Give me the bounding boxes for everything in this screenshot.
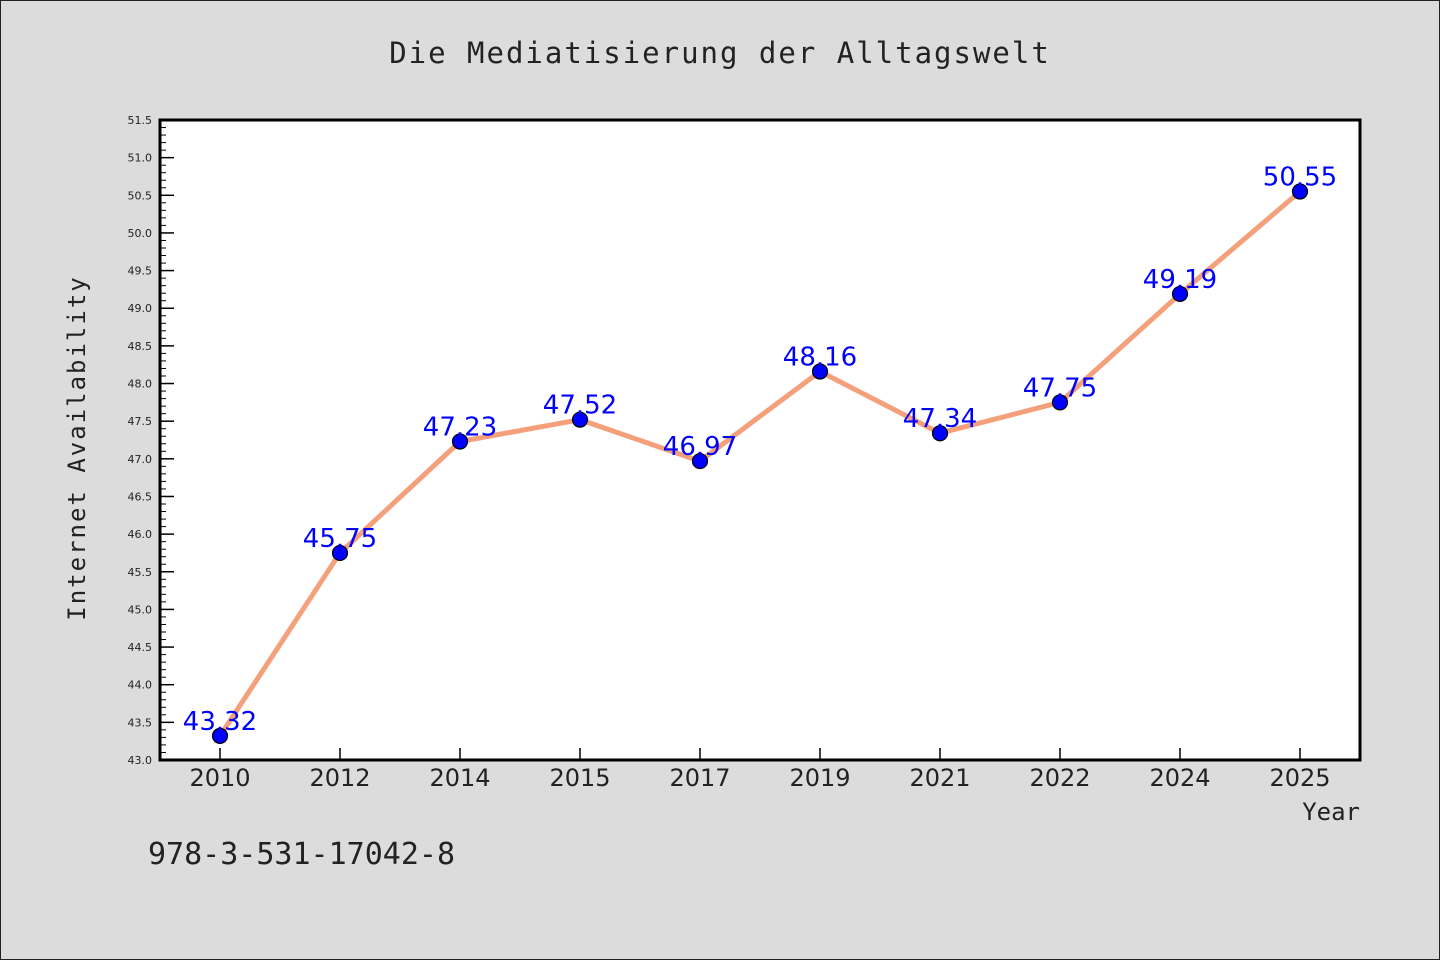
x-axis: 2010 2012 2014 2015 2017 2019 2021 2022 2024 2025	[189, 748, 1331, 792]
data-point	[931, 425, 949, 442]
data-label: 47.75	[1023, 373, 1097, 403]
data-labels-group: 43.32 45.75 47.23 47.52 46.97 48.16 47.34 47.75…	[183, 163, 1337, 737]
y-tick-label: 47.0	[128, 453, 153, 466]
x-tick-label: 2024	[1149, 764, 1210, 792]
chart-title: Die Mediatisierung der Alltagswelt	[389, 36, 1051, 70]
y-tick-label: 45.5	[128, 566, 153, 579]
y-tick-label: 48.0	[128, 378, 153, 391]
data-point	[1051, 394, 1069, 411]
x-tick-label: 2017	[669, 764, 730, 792]
y-tick-label: 46.0	[128, 528, 153, 541]
x-tick-label: 2022	[1029, 764, 1090, 792]
y-tick-label: 43.5	[128, 716, 153, 729]
series-line	[217, 189, 1302, 738]
data-point	[211, 727, 229, 745]
y-tick-label: 50.0	[128, 227, 153, 240]
x-tick-label: 2019	[789, 764, 850, 792]
data-point	[451, 433, 469, 450]
data-label: 47.52	[543, 391, 617, 421]
x-axis-label: Year	[1302, 798, 1360, 826]
x-tick-label: 2012	[309, 764, 370, 792]
data-label: 49.19	[1143, 265, 1217, 295]
x-tick-label: 2021	[909, 764, 970, 792]
data-point	[571, 411, 589, 428]
data-point	[1291, 183, 1309, 200]
y-axis-label: Internet Availability	[63, 275, 91, 620]
y-tick-label: 47.5	[128, 415, 153, 428]
data-label: 46.97	[663, 432, 737, 462]
y-tick-label: 51.5	[128, 114, 153, 127]
y-tick-label: 51.0	[128, 152, 153, 165]
y-tick-label: 48.5	[128, 340, 153, 353]
y-tick-label: 43.0	[128, 754, 153, 767]
x-tick-label: 2010	[189, 764, 250, 792]
y-tick-label: 44.0	[128, 679, 153, 692]
data-label: 45.75	[303, 524, 377, 554]
data-label: 47.34	[903, 404, 977, 434]
y-tick-label: 49.0	[128, 302, 153, 315]
data-point	[1171, 285, 1189, 303]
isbn-text: 978-3-531-17042-8	[148, 837, 455, 872]
y-tick-label: 49.5	[128, 265, 153, 278]
data-label: 47.23	[423, 413, 497, 443]
data-point	[811, 363, 829, 380]
y-tick-label: 50.5	[128, 189, 153, 202]
y-tick-label: 45.0	[128, 603, 153, 616]
data-point	[331, 544, 349, 562]
data-label: 50.55	[1263, 163, 1337, 193]
data-points-group	[211, 183, 1309, 745]
x-tick-label: 2014	[429, 764, 490, 792]
plot-area	[158, 118, 1362, 762]
series-line-group	[217, 189, 1302, 738]
y-tick-label: 44.5	[128, 641, 153, 654]
x-tick-label: 2015	[549, 764, 610, 792]
x-tick-label: 2025	[1269, 764, 1330, 792]
y-tick-label: 46.5	[128, 490, 153, 503]
data-label: 48.16	[783, 342, 857, 372]
y-axis: 43.0 43.5 44.0 44.5 45.0 45.5 46.0 46.5 47.0 47.5…	[128, 114, 174, 767]
data-point	[691, 452, 709, 470]
data-label: 43.32	[183, 707, 257, 737]
